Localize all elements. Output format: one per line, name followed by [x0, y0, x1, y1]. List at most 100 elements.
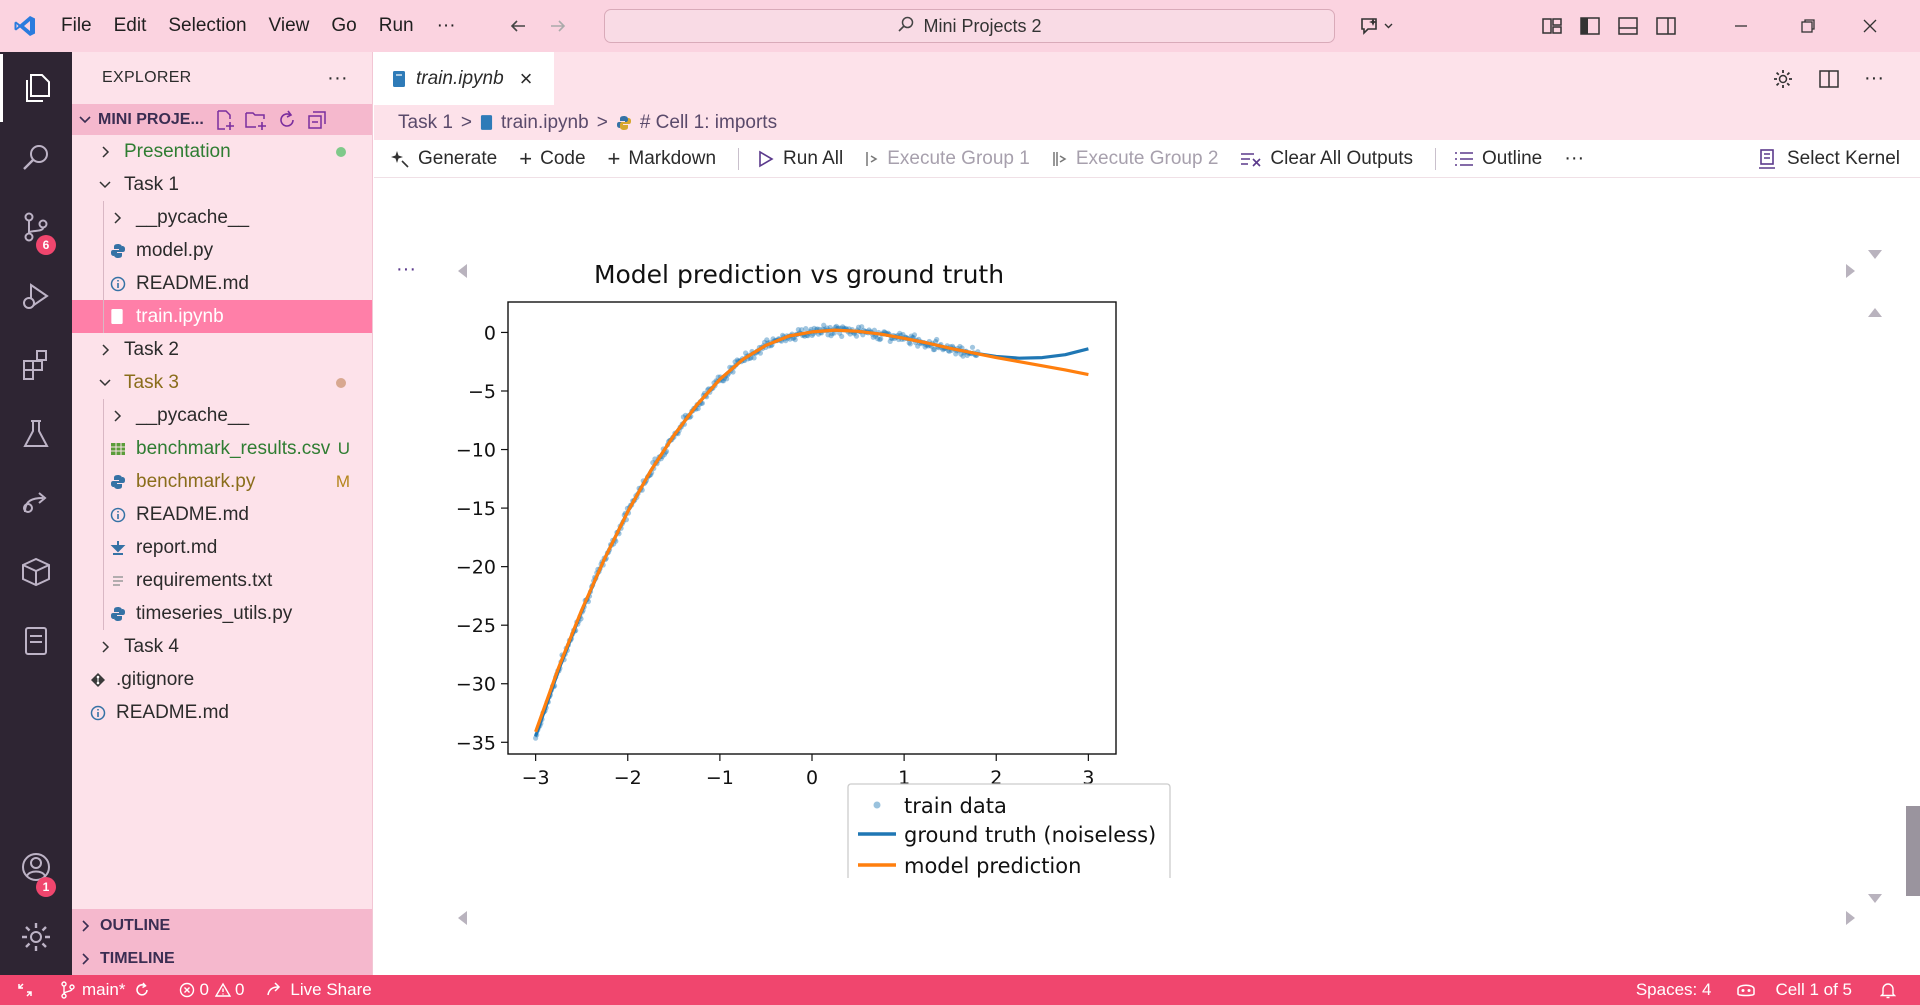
cell-scroll-left-top[interactable] — [458, 264, 467, 278]
train-data-point — [847, 331, 853, 337]
clear-all-outputs-button[interactable]: Clear All Outputs — [1240, 148, 1413, 170]
new-file-icon[interactable] — [214, 109, 236, 131]
file-item[interactable]: .gitignore — [72, 663, 372, 696]
file-item[interactable]: README.md — [72, 498, 372, 531]
copilot-icon[interactable] — [1735, 981, 1757, 999]
explorer-more-button[interactable]: ··· — [327, 66, 348, 89]
folder-item[interactable]: __pycache__ — [72, 399, 372, 432]
folder-item[interactable]: Task 1 — [72, 168, 372, 201]
source-control-icon[interactable]: 6 — [0, 193, 72, 261]
menu-file[interactable]: File — [61, 15, 92, 36]
refresh-icon[interactable] — [276, 109, 298, 131]
folder-item[interactable]: Presentation — [72, 135, 372, 168]
toggle-secondary-sidebar-icon[interactable] — [1647, 16, 1685, 36]
menu-run[interactable]: Run — [378, 15, 414, 36]
workspace-header[interactable]: MINI PROJE... — [72, 104, 372, 135]
folder-item[interactable]: __pycache__ — [72, 201, 372, 234]
execute-group-2-button[interactable]: Execute Group 2 — [1052, 148, 1218, 170]
remote-icon[interactable] — [0, 982, 50, 998]
errors-icon[interactable] — [179, 982, 195, 998]
folder-item[interactable]: Task 2 — [72, 333, 372, 366]
split-editor-icon[interactable] — [1818, 68, 1840, 90]
add-markdown-cell-button[interactable]: + Markdown — [608, 146, 717, 172]
forward-arrow-icon[interactable] — [548, 16, 568, 36]
containers-icon[interactable] — [0, 538, 72, 606]
customize-layout-icon[interactable] — [1533, 16, 1571, 36]
outline-button[interactable]: Outline — [1454, 148, 1542, 170]
file-item[interactable]: requirements.txt — [72, 564, 372, 597]
copilot-chat-icon[interactable] — [1355, 15, 1399, 37]
add-code-cell-button[interactable]: + Code — [519, 146, 585, 172]
close-tab-icon[interactable]: × — [519, 65, 533, 91]
notebook-scrollbar-thumb[interactable] — [1906, 806, 1920, 896]
menu-selection[interactable]: Selection — [168, 15, 247, 36]
editor-more-icon[interactable]: ··· — [1864, 67, 1884, 89]
live-share-label[interactable]: Live Share — [290, 980, 372, 999]
cell-scroll-right-bottom[interactable] — [1846, 911, 1855, 925]
menu-view[interactable]: View — [268, 15, 310, 36]
generate-button[interactable]: Generate — [390, 148, 497, 170]
timeline-section[interactable]: TIMELINE — [72, 942, 372, 975]
notebook-view-icon[interactable] — [0, 607, 72, 675]
git-branch-label[interactable]: main* — [82, 980, 126, 999]
restore-icon[interactable] — [1777, 18, 1839, 34]
workspace-name: MINI PROJE... — [98, 110, 204, 128]
file-item[interactable]: benchmark.py M — [72, 465, 372, 498]
execute-group-1-button[interactable]: Execute Group 1 — [865, 148, 1030, 170]
file-item[interactable]: benchmark_results.csv U — [72, 432, 372, 465]
search-view-icon[interactable] — [0, 124, 72, 192]
testing-icon[interactable] — [0, 400, 72, 468]
select-kernel-button[interactable]: Select Kernel — [1757, 140, 1900, 178]
cell-scroll-up[interactable] — [1868, 250, 1882, 259]
cell-scroll-left-bottom[interactable] — [458, 911, 467, 925]
remote-explorer-icon[interactable] — [0, 469, 72, 537]
accounts-icon[interactable]: 1 — [0, 833, 72, 901]
explorer-icon[interactable] — [0, 54, 72, 122]
run-debug-icon[interactable] — [0, 262, 72, 330]
cell-scroll-down-arrow[interactable] — [1868, 894, 1882, 903]
spaces-indicator[interactable]: Spaces: 4 — [1635, 980, 1712, 999]
file-item[interactable]: report.md — [72, 531, 372, 564]
run-all-button[interactable]: Run All — [757, 148, 843, 170]
toggle-primary-sidebar-icon[interactable] — [1571, 16, 1609, 36]
warnings-count[interactable]: 0 — [234, 980, 245, 999]
new-folder-icon[interactable] — [244, 109, 268, 131]
file-item[interactable]: README.md — [72, 696, 372, 729]
menu-more[interactable]: ··· — [436, 15, 456, 36]
toolbar-more-button[interactable]: ··· — [1564, 147, 1584, 170]
breadcrumb-folder[interactable]: Task 1 — [398, 111, 453, 133]
warnings-icon[interactable] — [214, 982, 231, 998]
file-item[interactable]: README.md — [72, 267, 372, 300]
breadcrumb-file[interactable]: train.ipynb — [501, 111, 589, 133]
cell-output-more-button[interactable]: ··· — [396, 258, 416, 280]
folder-item[interactable]: Task 4 — [72, 630, 372, 663]
back-arrow-icon[interactable] — [508, 16, 528, 36]
file-item[interactable]: model.py — [72, 234, 372, 267]
tab-train-ipynb[interactable]: train.ipynb × — [374, 52, 554, 105]
collapse-all-icon[interactable] — [306, 109, 328, 131]
live-share-icon[interactable] — [266, 981, 284, 999]
file-item[interactable]: timeseries_utils.py — [72, 597, 372, 630]
cell-scroll-right-top[interactable] — [1846, 264, 1855, 278]
minimize-icon[interactable] — [1705, 18, 1777, 34]
folder-item[interactable]: Task 3 — [72, 366, 372, 399]
file-item[interactable]: train.ipynb — [72, 300, 372, 333]
command-center[interactable]: Mini Projects 2 — [604, 9, 1335, 43]
manage-gear-icon[interactable] — [0, 903, 72, 971]
notifications-bell-icon[interactable] — [1880, 981, 1896, 999]
toggle-panel-icon[interactable] — [1609, 16, 1647, 36]
menu-go[interactable]: Go — [331, 15, 357, 36]
sync-icon[interactable] — [133, 981, 151, 999]
cell-scroll-up-arrow[interactable] — [1868, 308, 1882, 317]
notebook-body: ··· Model prediction vs ground truth −3 −… — [374, 178, 1920, 975]
settings-gear-icon[interactable] — [1772, 68, 1794, 90]
outline-section[interactable]: OUTLINE — [72, 909, 372, 942]
close-window-icon[interactable] — [1839, 18, 1901, 34]
breadcrumb-cell[interactable]: # Cell 1: imports — [639, 111, 778, 133]
extensions-icon[interactable] — [0, 331, 72, 399]
errors-count[interactable]: 0 — [199, 980, 209, 999]
train-data-point — [878, 336, 884, 342]
menu-edit[interactable]: Edit — [113, 15, 147, 36]
cell-indicator[interactable]: Cell 1 of 5 — [1775, 980, 1852, 999]
git-branch-icon[interactable] — [60, 981, 76, 999]
